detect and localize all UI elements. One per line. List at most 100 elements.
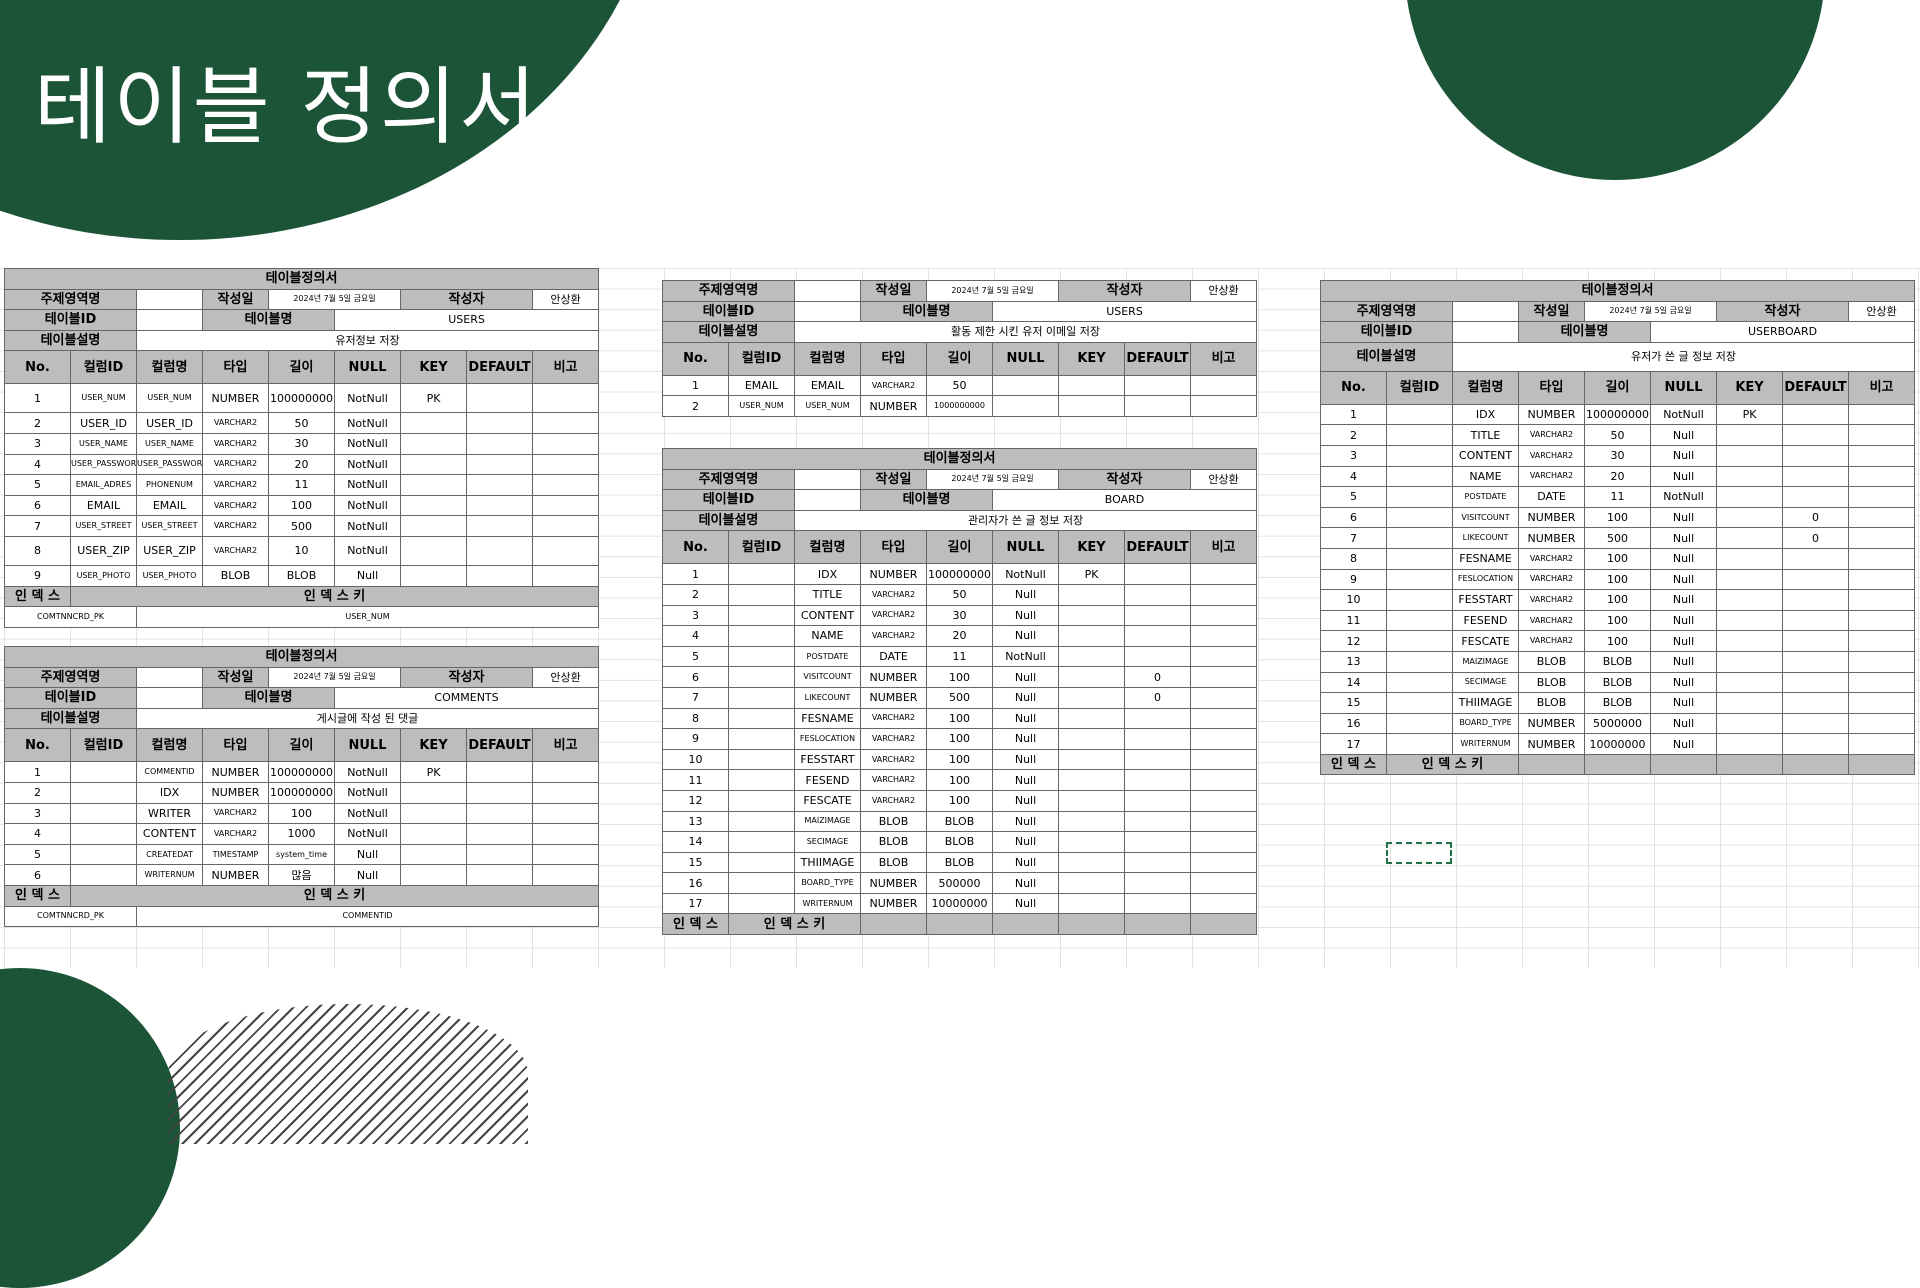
data-cell[interactable]: Null bbox=[992, 728, 1059, 750]
data-cell[interactable]: BLOB bbox=[860, 831, 927, 853]
data-cell[interactable] bbox=[70, 864, 137, 886]
data-cell[interactable]: NotNull bbox=[334, 515, 401, 537]
data-cell[interactable] bbox=[400, 781, 467, 804]
data-cell[interactable]: WRITERNUM bbox=[136, 864, 203, 886]
data-cell[interactable] bbox=[1124, 563, 1191, 585]
data-cell[interactable] bbox=[1716, 692, 1783, 714]
data-cell[interactable] bbox=[1124, 892, 1191, 915]
data-cell[interactable] bbox=[1386, 403, 1453, 426]
data-cell[interactable]: Null bbox=[1650, 650, 1717, 673]
data-cell[interactable] bbox=[531, 515, 600, 537]
data-cell[interactable]: Null bbox=[992, 851, 1059, 874]
data-cell[interactable]: PK bbox=[400, 383, 467, 414]
data-cell[interactable]: 16 bbox=[1320, 712, 1387, 735]
column-header[interactable]: NULL bbox=[991, 341, 1060, 376]
data-cell[interactable]: NotNull bbox=[992, 563, 1059, 585]
data-cell[interactable]: NUMBER bbox=[860, 892, 927, 915]
data-cell[interactable] bbox=[1716, 527, 1783, 549]
data-cell[interactable] bbox=[1189, 769, 1258, 791]
data-cell[interactable]: Null bbox=[992, 831, 1059, 853]
data-cell[interactable]: 7 bbox=[1320, 527, 1387, 549]
data-cell[interactable]: 15 bbox=[1320, 692, 1387, 714]
data-cell[interactable]: USER_NUM bbox=[794, 395, 861, 417]
data-cell[interactable]: 2 bbox=[1320, 424, 1387, 446]
column-header[interactable]: No. bbox=[662, 341, 729, 376]
data-cell[interactable]: NotNull bbox=[334, 432, 401, 455]
data-cell[interactable] bbox=[1058, 769, 1125, 791]
data-cell[interactable]: EMAIL bbox=[728, 374, 795, 397]
index-empty-cell[interactable] bbox=[1716, 753, 1783, 776]
data-cell[interactable]: NotNull bbox=[992, 645, 1059, 668]
data-cell[interactable] bbox=[728, 872, 795, 894]
data-cell[interactable]: SECIMAGE bbox=[794, 831, 861, 853]
index-label[interactable]: 인 덱 스 bbox=[4, 585, 71, 608]
data-cell[interactable] bbox=[531, 864, 600, 886]
data-cell[interactable]: 100000000 bbox=[926, 563, 993, 585]
data-cell[interactable] bbox=[1058, 374, 1126, 397]
data-cell[interactable]: VARCHAR2 bbox=[202, 802, 269, 825]
data-cell[interactable]: EMAIL bbox=[794, 374, 861, 397]
data-cell[interactable] bbox=[1058, 728, 1125, 750]
data-cell[interactable]: BLOB bbox=[202, 564, 269, 587]
data-cell[interactable]: USER_ID bbox=[136, 412, 203, 434]
data-cell[interactable] bbox=[1782, 650, 1849, 673]
author-label[interactable]: 작성자 bbox=[400, 666, 533, 689]
index-empty-cell[interactable] bbox=[1584, 753, 1651, 776]
data-cell[interactable]: 2 bbox=[4, 412, 71, 434]
index-empty-cell[interactable] bbox=[1124, 913, 1191, 936]
data-cell[interactable] bbox=[1716, 444, 1783, 467]
data-cell[interactable]: 0 bbox=[1124, 686, 1191, 709]
data-cell[interactable]: 3 bbox=[1320, 444, 1387, 467]
data-cell[interactable] bbox=[1716, 486, 1783, 508]
data-cell[interactable]: NUMBER bbox=[1518, 527, 1585, 549]
data-cell[interactable]: NUMBER bbox=[860, 395, 927, 417]
data-cell[interactable]: 8 bbox=[4, 535, 71, 566]
data-cell[interactable] bbox=[1847, 692, 1916, 714]
data-cell[interactable]: VARCHAR2 bbox=[202, 474, 269, 496]
data-cell[interactable] bbox=[466, 383, 533, 414]
data-cell[interactable]: 0 bbox=[1782, 527, 1849, 549]
data-cell[interactable]: NotNull bbox=[334, 535, 401, 566]
data-cell[interactable] bbox=[1124, 810, 1191, 833]
column-header[interactable]: KEY bbox=[1716, 370, 1783, 405]
data-cell[interactable]: NotNull bbox=[1650, 486, 1717, 508]
index-key-value[interactable]: COMMENTID bbox=[135, 905, 600, 928]
data-cell[interactable]: CONTENT bbox=[1452, 444, 1519, 467]
data-cell[interactable] bbox=[1716, 712, 1783, 735]
table-id-label[interactable]: 테이블ID bbox=[1320, 321, 1453, 343]
data-cell[interactable] bbox=[1189, 666, 1258, 688]
data-cell[interactable] bbox=[466, 432, 533, 455]
data-cell[interactable] bbox=[1124, 728, 1191, 750]
data-cell[interactable]: 14 bbox=[662, 831, 729, 853]
data-cell[interactable]: USER_NAME bbox=[70, 432, 137, 455]
data-cell[interactable] bbox=[1189, 707, 1258, 730]
data-cell[interactable]: EMAIL_ADRES bbox=[70, 474, 137, 496]
data-cell[interactable] bbox=[1189, 604, 1258, 627]
data-cell[interactable]: 1 bbox=[662, 374, 729, 397]
column-header[interactable]: NULL bbox=[1650, 370, 1717, 405]
data-cell[interactable] bbox=[400, 432, 467, 455]
data-cell[interactable] bbox=[1189, 831, 1258, 853]
data-cell[interactable]: 20 bbox=[926, 625, 993, 647]
data-cell[interactable] bbox=[400, 474, 467, 496]
data-cell[interactable] bbox=[1058, 604, 1125, 627]
data-cell[interactable]: USER_PHOTO bbox=[70, 564, 137, 587]
column-header[interactable]: 길이 bbox=[268, 728, 335, 763]
data-cell[interactable] bbox=[728, 831, 795, 853]
column-header[interactable]: 비고 bbox=[531, 350, 600, 385]
data-cell[interactable]: USER_NUM bbox=[728, 395, 795, 417]
data-cell[interactable]: Null bbox=[334, 843, 401, 866]
data-cell[interactable]: VARCHAR2 bbox=[860, 748, 927, 771]
data-cell[interactable]: NotNull bbox=[334, 412, 401, 434]
data-cell[interactable]: SECIMAGE bbox=[1452, 671, 1519, 694]
data-cell[interactable]: LIKECOUNT bbox=[794, 686, 861, 709]
column-header[interactable]: 타입 bbox=[860, 341, 927, 376]
table-id-value[interactable] bbox=[136, 309, 203, 331]
data-cell[interactable]: VARCHAR2 bbox=[860, 707, 927, 730]
index-empty-cell[interactable] bbox=[1782, 753, 1849, 776]
data-cell[interactable] bbox=[1847, 712, 1916, 735]
data-cell[interactable] bbox=[1847, 733, 1916, 755]
data-cell[interactable] bbox=[1386, 692, 1453, 714]
data-cell[interactable]: VARCHAR2 bbox=[1518, 609, 1585, 632]
data-cell[interactable]: Null bbox=[1650, 671, 1717, 694]
